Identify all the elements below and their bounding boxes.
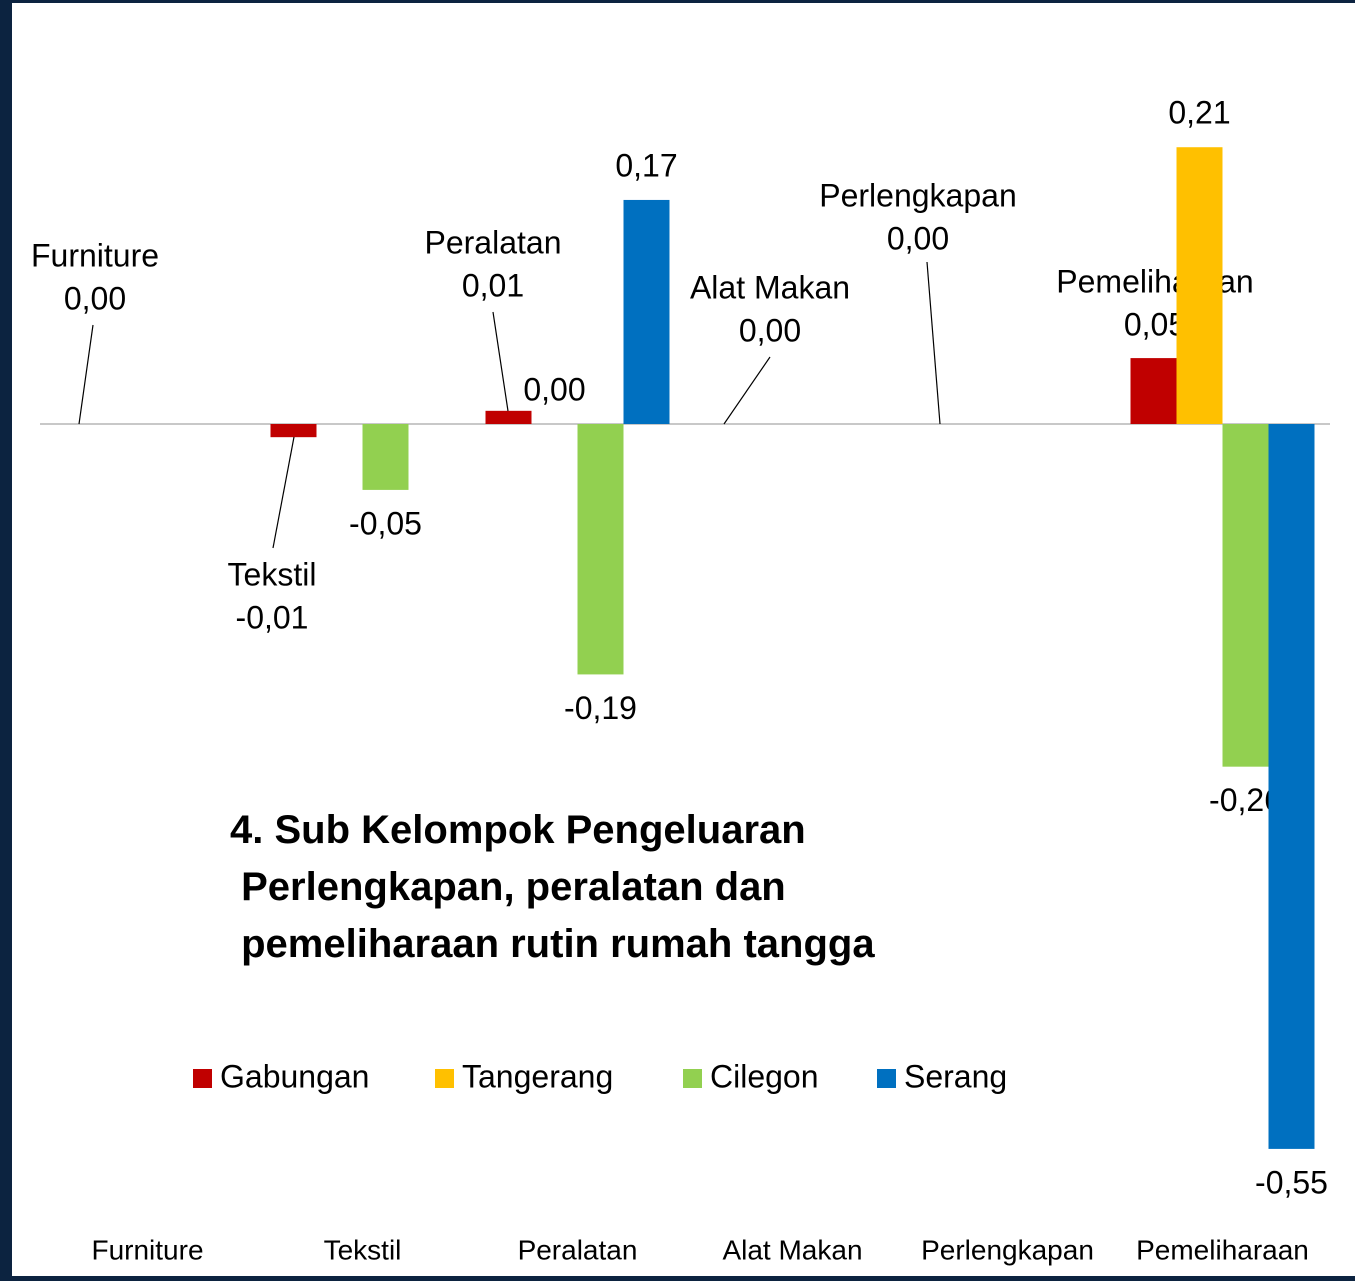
x-tick-label: Alat Makan: [722, 1234, 862, 1265]
data-label: 0,00: [64, 280, 126, 316]
leader-line: [723, 356, 771, 425]
frame-left: [0, 0, 12, 1281]
bar: [577, 424, 624, 675]
legend-key: [193, 1069, 212, 1088]
data-label: -0,55: [1255, 1164, 1328, 1200]
leader-line: [78, 324, 94, 425]
x-tick-label: Perlengkapan: [921, 1234, 1094, 1265]
leader-line: [926, 261, 941, 425]
leader-line: [272, 436, 295, 549]
bar: [1176, 147, 1223, 424]
callout-category: Tekstil: [228, 556, 317, 592]
legend-key: [435, 1069, 454, 1088]
callout-category: Peralatan: [425, 224, 562, 260]
data-label: 0,01: [462, 267, 524, 303]
data-label: -0,19: [564, 690, 637, 726]
bar: [270, 424, 317, 438]
callout-category: Furniture: [31, 237, 159, 273]
data-label: 0,21: [1168, 95, 1230, 131]
x-tick-label: Pemeliharaan: [1136, 1234, 1309, 1265]
bar: [485, 410, 532, 424]
x-tick-label: Peralatan: [518, 1234, 638, 1265]
callout-category: Alat Makan: [690, 269, 850, 305]
bar: [1268, 424, 1315, 1149]
frame-top: [0, 0, 1355, 3]
legend-label: Cilegon: [710, 1058, 819, 1094]
data-label: 0,00: [739, 312, 801, 348]
data-label: 0,00: [887, 220, 949, 256]
data-label: -0,01: [236, 599, 309, 635]
bar: [362, 424, 409, 490]
legend-key: [683, 1069, 702, 1088]
data-label: -0,05: [349, 505, 422, 541]
legend-label: Serang: [904, 1058, 1007, 1094]
legend-key: [877, 1069, 896, 1088]
chart-title: 4. Sub Kelompok Pengeluaran Perlengkapan…: [230, 808, 875, 966]
x-tick-label: Furniture: [91, 1234, 203, 1265]
data-label: 0,05: [1124, 306, 1186, 342]
leader-line: [492, 311, 509, 412]
callout-category: Pemeliharaan: [1056, 263, 1253, 299]
data-label: 0,00: [523, 371, 585, 407]
bar: [623, 199, 670, 424]
legend-label: Tangerang: [462, 1058, 613, 1094]
bar: [1130, 358, 1177, 424]
legend-label: Gabungan: [220, 1058, 369, 1094]
callout-category: Perlengkapan: [819, 177, 1016, 213]
bar: [1222, 424, 1269, 767]
frame-bottom: [0, 1276, 1355, 1281]
data-label: 0,17: [615, 147, 677, 183]
x-tick-label: Tekstil: [324, 1234, 402, 1265]
